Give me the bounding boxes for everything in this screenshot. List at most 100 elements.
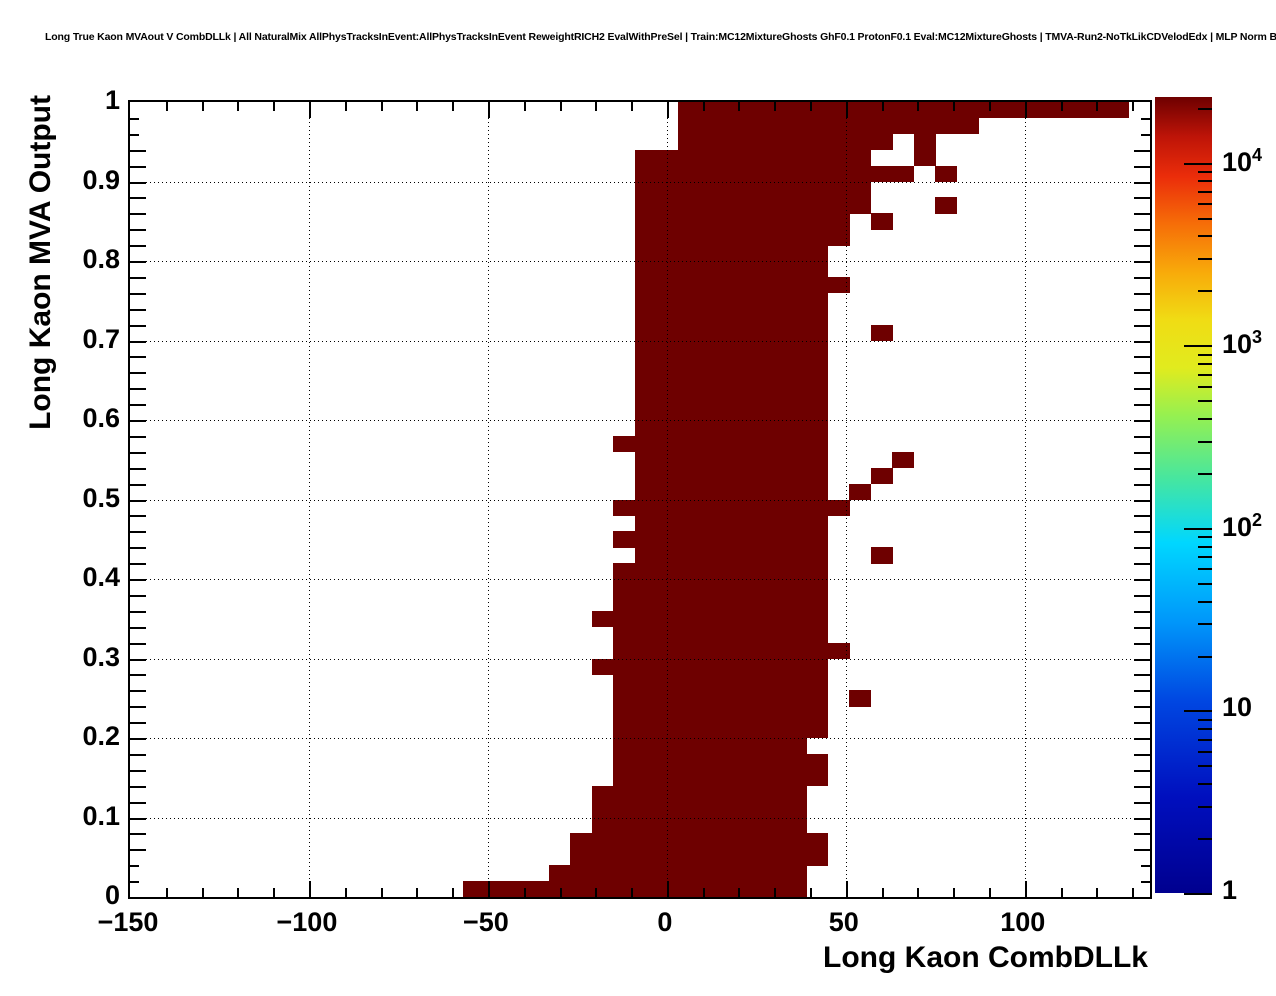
heatmap-cell [570, 833, 593, 850]
heatmap-cell [634, 388, 657, 405]
z-minor-tick [1198, 545, 1212, 548]
heatmap-cell [935, 165, 958, 182]
y-tick [130, 849, 146, 852]
y-tick [130, 785, 146, 788]
heatmap-cell [677, 531, 700, 548]
y-tick [1134, 181, 1150, 184]
heatmap-cell [613, 690, 636, 707]
heatmap-cell [742, 181, 764, 198]
grid-line-horizontal [130, 658, 1150, 660]
heatmap-cell [570, 865, 593, 882]
y-tick [1134, 769, 1150, 772]
grid-line-vertical [1024, 102, 1026, 897]
z-minor-tick [1198, 180, 1212, 183]
heatmap-cell [591, 785, 614, 803]
heatmap-cell [634, 881, 657, 897]
heatmap-cell [742, 372, 764, 389]
heatmap-cell [634, 610, 657, 628]
heatmap-cell [613, 642, 636, 659]
heatmap-cell [699, 292, 722, 310]
y-tick [1134, 515, 1150, 518]
grid-line-horizontal [130, 181, 1150, 183]
heatmap-cell [827, 133, 850, 151]
heatmap-cell [784, 753, 807, 771]
x-tick [953, 102, 956, 111]
heatmap-cell [913, 117, 936, 135]
heatmap-cell [742, 579, 764, 596]
heatmap-cell [763, 753, 786, 771]
y-tick-label: 0.9 [82, 164, 120, 195]
y-tick [130, 292, 146, 295]
heatmap-cell [699, 245, 722, 262]
heatmap-cell [613, 753, 636, 771]
heatmap-cell [634, 435, 657, 453]
x-tick [702, 888, 705, 897]
y-tick [1141, 865, 1150, 868]
color-scale-bar [1155, 97, 1212, 893]
z-minor-tick [1198, 191, 1212, 193]
heatmap-cell [784, 372, 807, 389]
y-tick [1134, 420, 1150, 422]
y-tick [130, 372, 146, 375]
heatmap-cell [763, 690, 786, 707]
heatmap-cell [956, 102, 979, 119]
heatmap-cell [720, 483, 743, 500]
z-minor-tick [1198, 203, 1212, 206]
z-minor-tick [1198, 582, 1212, 585]
heatmap-cell [677, 642, 700, 659]
heatmap-cell [827, 165, 850, 182]
heatmap-cell [806, 849, 829, 866]
heatmap-cell [634, 690, 657, 707]
heatmap-cell [742, 435, 764, 453]
x-tick [738, 888, 741, 897]
heatmap-cell [806, 388, 829, 405]
y-tick [130, 769, 146, 772]
heatmap-cell [677, 706, 700, 723]
heatmap-cell [763, 833, 786, 850]
heatmap-cell [742, 849, 764, 866]
heatmap-cell [806, 531, 829, 548]
y-tick [130, 420, 146, 422]
heatmap-cell [763, 738, 786, 755]
heatmap-cell [699, 563, 722, 580]
heatmap-cell [806, 579, 829, 596]
heatmap-cell [784, 674, 807, 691]
heatmap-cell [634, 722, 657, 739]
heatmap-cell [763, 531, 786, 548]
heatmap-cell [742, 133, 764, 151]
heatmap-cell [699, 626, 722, 644]
heatmap-cell [784, 881, 807, 897]
heatmap-cell [784, 849, 807, 866]
heatmap-cell [677, 149, 700, 167]
x-tick [237, 102, 240, 111]
y-tick [1134, 372, 1150, 375]
z-major-tick [1184, 893, 1212, 895]
y-tick [1134, 245, 1150, 248]
y-tick [130, 451, 146, 454]
heatmap-cell [634, 276, 657, 294]
z-major-tick [1184, 162, 1212, 165]
heatmap-cell [742, 276, 764, 294]
y-tick [1134, 690, 1150, 693]
heatmap-cell [784, 610, 807, 628]
x-tick [810, 102, 812, 111]
z-minor-tick [1198, 373, 1212, 376]
heatmap-cell [784, 117, 807, 135]
x-tick [810, 888, 812, 897]
heatmap-cell [742, 833, 764, 850]
heatmap-cell [784, 229, 807, 246]
heatmap-cell [699, 499, 722, 516]
heatmap-cell [634, 261, 657, 278]
heatmap-cell [742, 102, 764, 119]
heatmap-cell [677, 658, 700, 675]
heatmap-cell [613, 801, 636, 818]
y-tick [1134, 499, 1150, 502]
z-minor-tick [1198, 290, 1212, 293]
heatmap-cell [763, 213, 786, 230]
heatmap-cell [827, 229, 850, 246]
heatmap-cell [763, 499, 786, 516]
heatmap-cell [699, 483, 722, 500]
heatmap-cell [763, 324, 786, 341]
heatmap-cell [720, 276, 743, 294]
